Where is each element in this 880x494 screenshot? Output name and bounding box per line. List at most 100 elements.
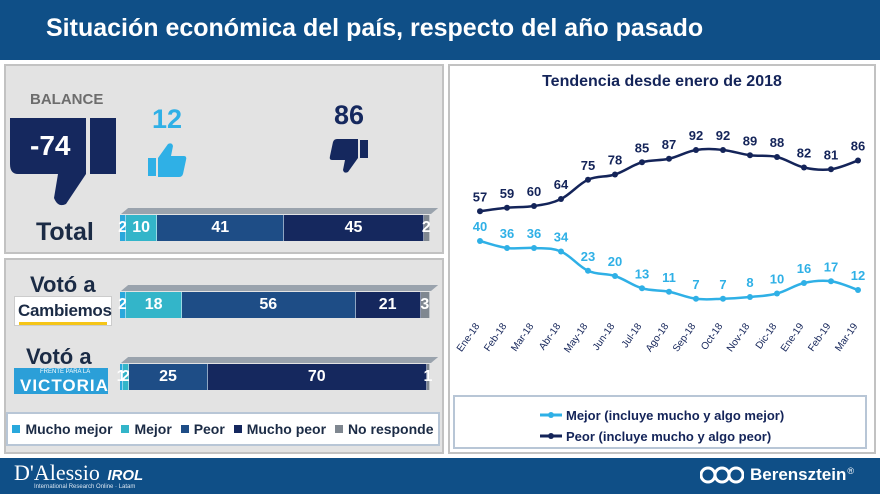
legend-item-mejor: Mejor [121, 421, 172, 437]
bar-segment-label: 2 [118, 219, 128, 236]
data-point-mejor [855, 287, 861, 293]
data-point-peor [612, 171, 618, 178]
data-point-mejor [666, 288, 672, 295]
data-label-mejor: 11 [662, 270, 676, 285]
legend-peor-marker [548, 433, 554, 439]
data-label-peor: 92 [689, 128, 703, 143]
data-label-peor: 60 [527, 184, 541, 199]
data-point-peor [558, 196, 564, 202]
data-point-peor [477, 208, 483, 215]
bar-segment-mejor: 18 [126, 292, 182, 318]
bar-victoria: 1 2 25 70 1 [116, 364, 432, 390]
cambiemos-logo-stripe [19, 322, 107, 325]
data-point-mejor [585, 267, 591, 274]
legend-mejor-label: Mejor (incluye mucho y algo mejor) [566, 408, 784, 423]
bar-segment-no-responde: 3 [420, 292, 430, 318]
legend-label: Mejor [134, 421, 172, 437]
bar-segment-label: 1 [423, 368, 433, 385]
data-point-mejor [477, 238, 483, 244]
row-label-total: Total [36, 218, 94, 246]
data-label-mejor: 10 [770, 272, 784, 287]
bar-segment-label: 2 [118, 296, 128, 313]
x-tick-label: Dic-18 [754, 321, 780, 351]
data-label-mejor: 34 [554, 230, 569, 245]
bar-segment-mucho-peor: 45 [284, 215, 424, 241]
row-label-cambiemos: Votó a [30, 272, 96, 297]
bar-shadow-victoria [121, 357, 439, 363]
data-label-peor: 88 [770, 135, 784, 150]
bar-segment-mucho-mejor: 2 [118, 292, 128, 318]
x-tick-label: Ago-18 [644, 321, 672, 354]
bar-segment-mucho-peor: 21 [355, 292, 421, 318]
data-label-mejor: 8 [746, 275, 753, 290]
thumb-down-big-icon [10, 118, 116, 206]
legend-swatch [233, 425, 242, 433]
negative-value: 86 [334, 100, 365, 130]
legend-swatch [180, 425, 189, 433]
dalessio-logo: D'Alessio IROL International Research On… [14, 460, 143, 490]
data-point-peor [693, 147, 699, 153]
data-label-peor: 85 [635, 140, 649, 155]
x-tick-label: Mar-18 [509, 321, 536, 354]
data-label-peor: 87 [662, 137, 676, 152]
x-tick-label: Ene-18 [455, 321, 483, 354]
data-point-mejor [639, 285, 645, 292]
victoria-logo-text: VICTORIA [20, 376, 109, 395]
data-label-peor: 64 [554, 177, 569, 192]
x-tick-label: Feb-19 [806, 321, 833, 354]
chart-lines [477, 147, 861, 302]
data-label-mejor: 7 [719, 277, 726, 292]
bar-segment-peor: 25 [129, 364, 208, 390]
data-point-mejor [801, 280, 807, 286]
data-point-mejor [504, 245, 510, 251]
x-tick-label: Mar-19 [833, 321, 860, 354]
legend-item-peor: Peor [180, 421, 225, 437]
legend-item-mucho-mejor: Mucho mejor [12, 421, 113, 437]
data-label-peor: 78 [608, 153, 622, 168]
bar-cambiemos: 2 18 56 21 3 [118, 292, 430, 318]
legend-item-mucho-peor: Mucho peor [233, 421, 326, 437]
data-point-peor [720, 147, 726, 153]
positive-value: 12 [152, 104, 183, 134]
data-point-peor [747, 152, 753, 159]
x-tick-label: Oct-18 [699, 321, 725, 352]
victoria-logo-small: FRENTE PARA LA [40, 369, 91, 375]
bar-segment-label: 45 [344, 219, 363, 236]
data-point-peor [639, 159, 645, 166]
data-point-peor [855, 157, 861, 164]
thumb-up-icon [148, 143, 187, 177]
bar-segment-peor: 41 [157, 215, 285, 241]
bar-segment-mucho-peor: 70 [207, 364, 427, 390]
legend-label: No responde [347, 421, 434, 437]
bar-shadow-total [121, 208, 439, 214]
balance-value: -74 [30, 130, 71, 161]
data-label-mejor: 17 [824, 259, 838, 274]
bar-segment-label: 18 [144, 296, 163, 313]
berensztein-mark: ® [847, 466, 855, 476]
bar-segment-label: 1 [116, 368, 126, 385]
data-point-mejor [693, 295, 699, 302]
balance-label: BALANCE [30, 91, 104, 108]
bar-segment-label: 70 [307, 368, 326, 385]
x-tick-label: Jun-18 [591, 321, 618, 353]
data-label-peor: 59 [500, 186, 514, 201]
data-point-mejor [747, 294, 753, 300]
data-label-peor: 75 [581, 158, 595, 173]
data-point-peor [666, 155, 672, 162]
x-tick-label: Abr-18 [537, 321, 563, 352]
bar-segment-label: 21 [378, 296, 397, 313]
data-label-mejor: 16 [797, 261, 811, 276]
row-label-victoria: Votó a [26, 344, 92, 369]
data-point-peor [504, 204, 510, 211]
bar-segment-mucho-mejor: 1 [116, 364, 126, 390]
data-label-peor: 57 [473, 189, 487, 204]
x-tick-label: Nov-18 [725, 321, 753, 354]
legend-swatch [121, 425, 130, 433]
legend-item-no-responde: No responde [334, 421, 434, 437]
data-point-mejor [828, 278, 834, 285]
legend-label: Mucho mejor [25, 421, 113, 437]
bar-segment-no-responde: 1 [423, 364, 432, 390]
data-point-peor [585, 176, 591, 183]
data-label-mejor: 40 [473, 219, 487, 234]
